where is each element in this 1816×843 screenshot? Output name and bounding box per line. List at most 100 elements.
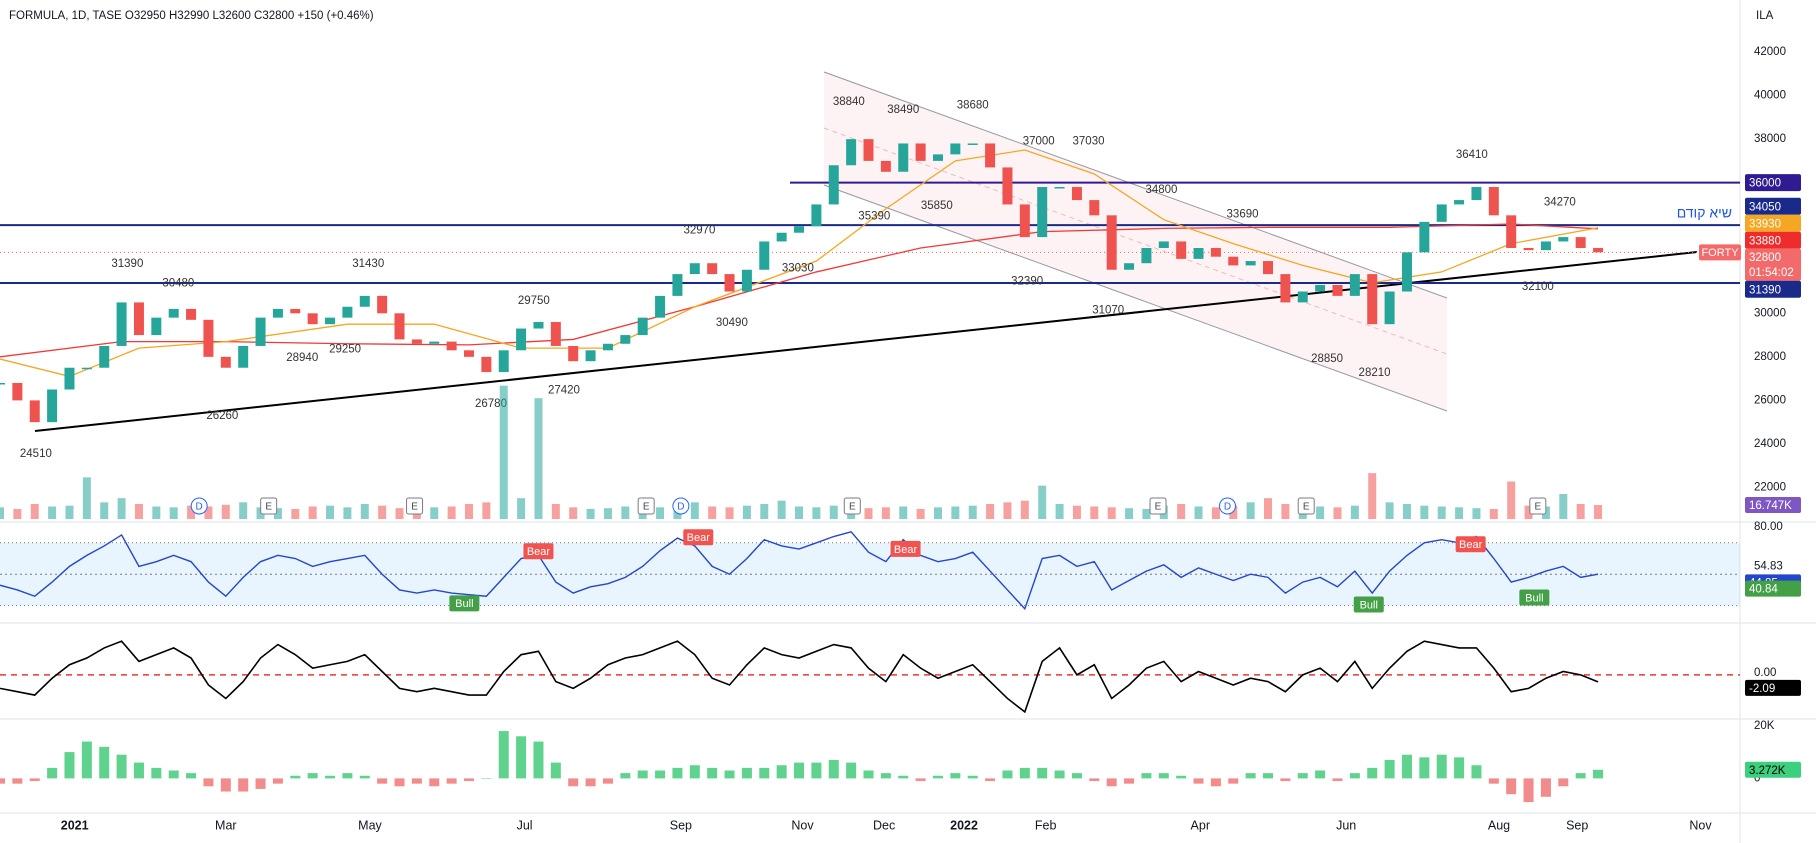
candle xyxy=(1124,263,1135,270)
histogram-bar xyxy=(794,762,805,779)
histogram-bar xyxy=(1037,767,1048,779)
volume-bar xyxy=(899,506,908,519)
x-tick-label: Apr xyxy=(1191,818,1210,832)
event-icon xyxy=(672,497,690,515)
volume-label-box xyxy=(1745,497,1801,514)
pivot-label: 38840 xyxy=(833,96,865,108)
pivot-label: 35850 xyxy=(921,200,953,212)
signal-box xyxy=(1519,589,1550,606)
histogram-bar xyxy=(238,778,249,792)
histogram-bar xyxy=(325,775,336,779)
candle xyxy=(672,274,683,296)
volume-bar xyxy=(48,506,57,519)
histogram-bar xyxy=(99,746,110,779)
volume-bar xyxy=(1437,506,1446,519)
volume-bar xyxy=(1316,506,1325,519)
histogram-bar xyxy=(1297,773,1308,779)
volume-bar xyxy=(1333,507,1342,519)
pivot-label: 31430 xyxy=(352,258,384,270)
volume-bar xyxy=(1489,509,1498,519)
candle xyxy=(1193,247,1204,259)
histogram-bar xyxy=(1575,773,1586,779)
volume-bar xyxy=(795,506,804,519)
histogram-bar xyxy=(863,770,874,779)
candle xyxy=(1071,187,1082,201)
pivot-label: 26260 xyxy=(206,410,238,422)
candle xyxy=(411,339,422,344)
volume-bar xyxy=(1020,500,1029,519)
volume-bar xyxy=(1420,505,1429,519)
x-tick-label: May xyxy=(358,818,382,832)
volume-bar xyxy=(430,507,439,519)
price-marker-box xyxy=(1745,197,1801,215)
histogram-bar xyxy=(950,773,961,779)
candle xyxy=(220,356,231,368)
volume-bar xyxy=(13,509,22,519)
histogram-bar xyxy=(1488,778,1499,784)
candle xyxy=(133,302,144,336)
pivot-label: 35390 xyxy=(858,211,890,223)
histogram-bar xyxy=(1228,778,1239,784)
candle xyxy=(1089,200,1100,216)
histogram-bar xyxy=(1558,778,1569,787)
x-tick-label: Nov xyxy=(791,818,814,832)
candle xyxy=(1575,237,1586,248)
pivot-label: 28210 xyxy=(1359,367,1391,379)
volume-bar xyxy=(239,502,248,519)
candle xyxy=(1384,291,1395,325)
candle xyxy=(394,313,405,340)
volume-bar xyxy=(447,506,456,519)
candle xyxy=(828,165,839,205)
rsi-tick-label: 80.00 xyxy=(1754,521,1783,533)
event-label: E xyxy=(849,502,856,513)
histogram-bar xyxy=(1176,775,1187,779)
histogram-bar xyxy=(307,773,318,779)
volume-label: 16.747K xyxy=(1749,500,1792,512)
volume-bar xyxy=(569,507,578,519)
histogram-bar xyxy=(585,778,596,787)
candle xyxy=(550,322,561,346)
candle xyxy=(898,143,909,172)
candle xyxy=(255,317,266,346)
histogram-bar xyxy=(568,778,579,787)
candle xyxy=(516,328,527,351)
histogram-bar xyxy=(1263,773,1274,779)
histogram-bar xyxy=(672,767,683,779)
histogram-bar xyxy=(1540,778,1551,797)
candle xyxy=(463,350,474,357)
pivot-label: 34270 xyxy=(1544,197,1576,209)
event-label: E xyxy=(1303,502,1310,513)
candle xyxy=(932,154,943,161)
candle xyxy=(377,295,388,314)
volume-bar xyxy=(551,504,560,519)
histogram-bar xyxy=(811,762,822,779)
event-icon xyxy=(637,497,655,515)
event-label: E xyxy=(265,502,272,513)
chart-title: FORMULA, 1D, TASE O32950 H32990 L32600 C… xyxy=(9,10,374,22)
histogram-tick-label: 3.272K xyxy=(1749,765,1786,777)
price-marker-box xyxy=(1745,280,1801,298)
price-marker: 32800 xyxy=(1749,252,1781,264)
pivot-label: 34800 xyxy=(1145,184,1177,196)
histogram-bar xyxy=(967,775,978,779)
candle xyxy=(776,232,787,242)
event-icon xyxy=(1149,497,1167,515)
candle xyxy=(967,143,978,145)
signal-box xyxy=(1353,596,1384,613)
candle xyxy=(1158,241,1169,248)
candle xyxy=(498,350,509,373)
histogram-bar xyxy=(446,778,457,784)
histogram-bar xyxy=(1454,757,1465,779)
volume-bar xyxy=(690,502,699,519)
histogram-bar xyxy=(377,778,388,784)
event-label: E xyxy=(1155,502,1162,513)
pivot-label: 38490 xyxy=(887,104,919,116)
histogram-bar xyxy=(394,778,405,787)
histogram-bar xyxy=(429,778,440,787)
volume-bar xyxy=(152,506,161,519)
volume-bar xyxy=(656,507,665,519)
candle xyxy=(1141,247,1152,264)
event-label: E xyxy=(411,502,418,513)
volume-bar xyxy=(1107,507,1116,519)
histogram-bar xyxy=(47,767,58,779)
